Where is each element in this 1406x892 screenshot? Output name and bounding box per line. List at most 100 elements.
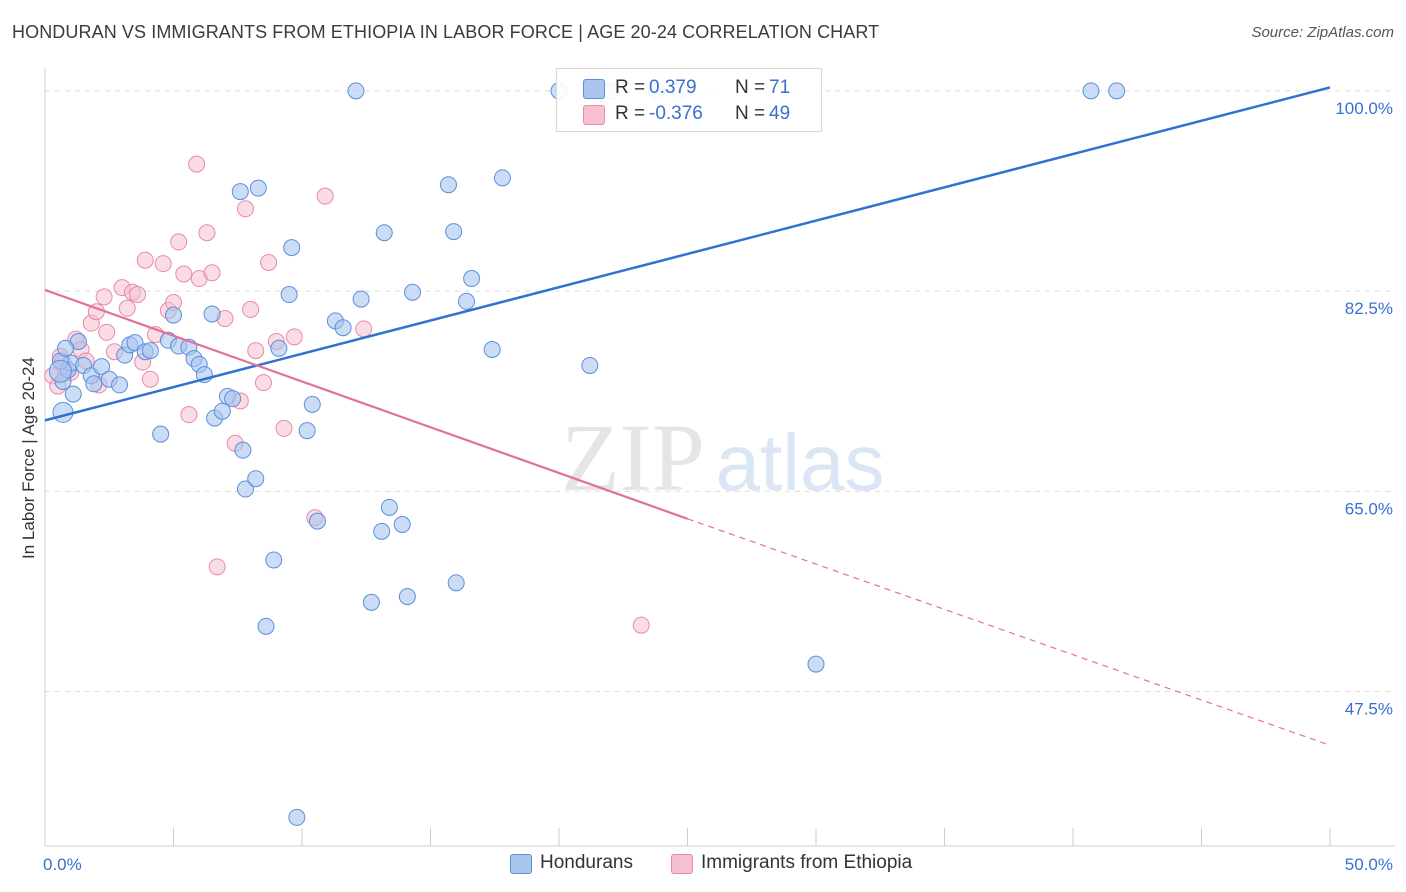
point-immigrants-from-ethiopia [247,342,265,360]
point-immigrants-from-ethiopia [208,558,226,576]
point-hondurans [373,522,391,540]
point-immigrants-from-ethiopia [95,288,113,306]
point-hondurans [283,239,301,257]
point-hondurans [141,342,159,360]
source-label: Source: ZipAtlas.com [1251,24,1394,41]
point-hondurans [57,339,75,357]
x-tick-label: 50.0% [1345,855,1393,874]
watermark-zip: ZIP [561,404,705,511]
point-hondurans [347,82,365,100]
point-hondurans [1082,82,1100,100]
watermark: ZIP atlas [561,404,884,511]
point-hondurans [249,179,267,197]
point-hondurans [445,223,463,241]
point-hondurans [298,422,316,440]
point-hondurans [581,356,599,374]
point-hondurans [213,402,231,420]
point-hondurans [111,376,129,394]
point-hondurans [234,441,252,459]
point-immigrants-from-ethiopia [236,200,254,218]
point-hondurans [493,169,511,187]
y-tick-label: 100.0% [1335,99,1393,118]
point-immigrants-from-ethiopia [260,254,278,271]
point-immigrants-from-ethiopia [141,370,159,388]
x-tick-label: 0.0% [43,855,82,874]
legend-n-value-ethiopia: 49 [769,103,791,124]
point-hondurans [393,516,411,534]
point-immigrants-from-ethiopia [316,187,334,205]
tick-labels: 47.5% 65.0% 82.5% 100.0% 0.0% 50.0% [43,99,1393,874]
grid-lines [45,90,1395,693]
point-immigrants-from-ethiopia [180,406,198,424]
point-hondurans [439,176,457,194]
point-immigrants-from-ethiopia [170,233,188,251]
point-hondurans [375,224,393,242]
point-hondurans [48,359,72,383]
point-hondurans [404,283,422,301]
y-tick-label: 82.5% [1345,299,1393,318]
point-immigrants-from-ethiopia [632,616,650,634]
point-immigrants-from-ethiopia [242,300,260,318]
legend-r-value-hondurans: 0.379 [649,77,697,98]
series-immigrants-from-ethiopia [44,155,650,634]
legend-r-label: R = [615,77,646,98]
point-hondurans [231,183,249,201]
point-hondurans [203,305,221,323]
point-hondurans [398,588,416,606]
point-hondurans [362,593,380,611]
y-axis-label: In Labor Force | Age 20-24 [19,357,38,559]
legend-swatch-hondurans [510,854,532,874]
point-hondurans [1108,82,1126,100]
point-hondurans [93,358,111,376]
point-immigrants-from-ethiopia [254,374,272,392]
point-hondurans [257,617,275,635]
point-hondurans [807,655,825,673]
point-hondurans [483,340,501,358]
point-hondurans [52,401,74,423]
point-immigrants-from-ethiopia [98,323,116,341]
legend-n-value-hondurans: 71 [769,77,791,98]
point-hondurans [457,292,475,310]
point-hondurans [85,375,103,393]
point-hondurans [224,390,242,408]
point-hondurans [165,306,182,324]
trend-line-ethiopia [44,288,688,520]
point-hondurans [288,808,306,826]
watermark-atlas: atlas [716,418,885,507]
trend-line-hondurans [44,86,1331,422]
point-immigrants-from-ethiopia [355,320,373,338]
trend-lines [44,86,1331,746]
point-hondurans [352,290,370,308]
legend-label-hondurans: Hondurans [540,852,633,873]
trend-line-ethiopia-extension [687,518,1331,746]
legend-swatch-ethiopia [671,854,693,874]
legend-r-label: R = [615,103,646,124]
legend-n-label: N = [735,77,766,98]
correlation-legend: R = 0.379 N = 71 R = -0.376 N = 49 [556,68,822,132]
point-hondurans [380,498,398,516]
point-hondurans [64,385,82,403]
point-immigrants-from-ethiopia [198,224,216,242]
legend-swatch-hondurans [583,79,605,99]
point-immigrants-from-ethiopia [275,419,293,437]
point-immigrants-from-ethiopia [129,286,147,304]
point-hondurans [334,319,352,337]
point-immigrants-from-ethiopia [188,155,206,173]
y-tick-label: 47.5% [1345,700,1393,719]
series-legend: Hondurans Immigrants from Ethiopia [0,852,1406,878]
point-hondurans [265,551,283,569]
point-hondurans [303,395,321,413]
y-tick-label: 65.0% [1345,499,1393,518]
legend-n-label: N = [735,103,766,124]
point-hondurans [280,286,298,304]
point-immigrants-from-ethiopia [136,251,154,269]
legend-r-value-ethiopia: -0.376 [649,103,703,124]
point-hondurans [247,470,265,488]
point-hondurans [270,339,288,357]
point-hondurans [152,425,170,443]
point-immigrants-from-ethiopia [203,264,221,282]
chart-title: HONDURAN VS IMMIGRANTS FROM ETHIOPIA IN … [12,22,880,42]
legend-swatch-ethiopia [583,105,605,125]
point-hondurans [463,270,481,288]
point-hondurans [308,512,326,530]
